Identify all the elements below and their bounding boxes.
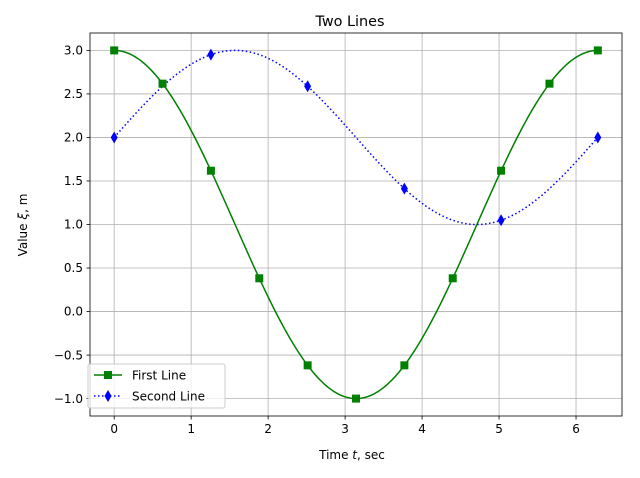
grid xyxy=(90,33,622,416)
y-tick-label: 0.5 xyxy=(64,261,83,275)
series-markers xyxy=(110,46,602,403)
legend: First Line Second Line xyxy=(87,363,226,409)
data-point-diamond xyxy=(497,214,505,227)
data-point-square xyxy=(255,274,264,283)
x-tick-label: 4 xyxy=(418,422,426,436)
legend-marker-diamond xyxy=(104,390,112,402)
data-point-diamond xyxy=(400,182,408,195)
y-tick-label: 0.0 xyxy=(64,305,83,319)
legend-marker-square xyxy=(104,371,112,379)
data-point-square xyxy=(206,166,215,175)
y-tick-label: 2.0 xyxy=(64,131,83,145)
data-point-square xyxy=(110,46,119,55)
data-point-square xyxy=(158,79,167,88)
data-point-diamond xyxy=(207,48,215,61)
data-point-diamond xyxy=(594,131,602,144)
y-axis-label: Value ξ, m xyxy=(16,194,30,257)
y-tick-label: 1.0 xyxy=(64,218,83,232)
data-point-diamond xyxy=(110,131,118,144)
legend-label-first-line: First Line xyxy=(132,369,186,383)
data-point-square xyxy=(497,166,506,175)
data-point-diamond xyxy=(304,80,312,93)
x-tick-label: 2 xyxy=(264,422,272,436)
x-axis: 0 1 2 3 4 5 6 xyxy=(110,416,580,436)
data-point-square xyxy=(448,274,457,283)
y-tick-label: 3.0 xyxy=(64,44,83,58)
y-tick-label: 2.5 xyxy=(64,87,83,101)
data-point-square xyxy=(352,394,361,403)
x-tick-label: 5 xyxy=(495,422,503,436)
chart-title: Two Lines xyxy=(314,14,384,30)
legend-entry-first-line: First Line xyxy=(94,369,186,383)
data-point-square xyxy=(593,46,602,55)
y-tick-label: 1.5 xyxy=(64,174,83,188)
data-point-square xyxy=(545,79,554,88)
legend-frame xyxy=(87,363,226,409)
x-tick-label: 1 xyxy=(187,422,195,436)
y-tick-label: −1.0 xyxy=(54,392,83,406)
legend-label-second-line: Second Line xyxy=(132,390,205,404)
y-tick-label: −0.5 xyxy=(54,348,83,362)
x-axis-label: Time t, sec xyxy=(318,448,385,462)
x-tick-label: 0 xyxy=(110,422,118,436)
x-tick-label: 3 xyxy=(341,422,349,436)
data-point-square xyxy=(400,361,409,370)
legend-entry-second-line: Second Line xyxy=(94,390,205,404)
x-tick-label: 6 xyxy=(572,422,580,436)
y-axis: −1.0 −0.5 0.0 0.5 1.0 1.5 2.0 2.5 3.0 xyxy=(54,44,90,406)
data-point-square xyxy=(303,361,312,370)
